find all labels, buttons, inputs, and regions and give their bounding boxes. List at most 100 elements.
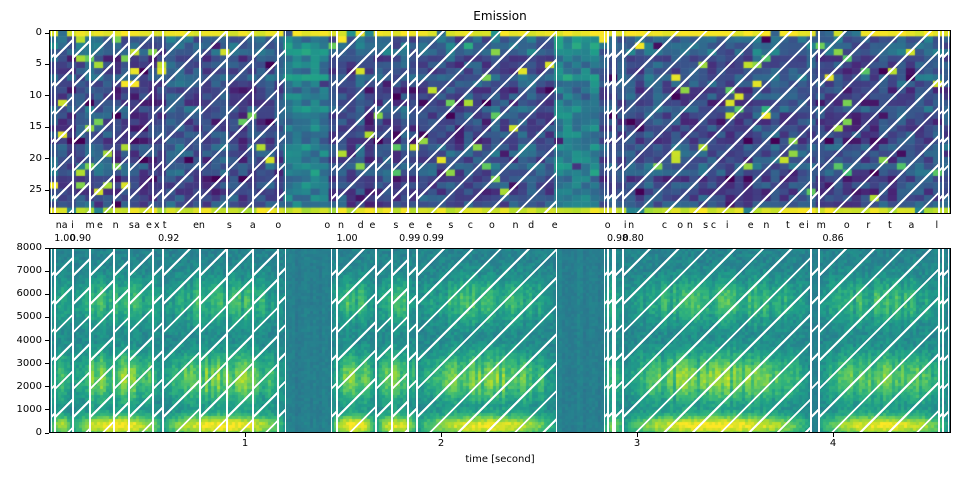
segment-span <box>942 248 949 433</box>
segment-span <box>392 248 408 433</box>
segment-span <box>811 248 820 433</box>
x-axis-label: time [second] <box>465 454 535 465</box>
segment-span <box>54 30 73 214</box>
segment-span <box>407 248 418 433</box>
word-score-label: 0.98 <box>606 233 629 244</box>
y-tick-label: 25 <box>29 184 42 195</box>
char-label: o <box>843 220 850 231</box>
x-tick-mark <box>244 433 246 437</box>
char-label: s <box>128 220 134 231</box>
segment-span <box>607 248 614 433</box>
segment-span <box>162 30 200 214</box>
segment-span <box>278 248 287 433</box>
char-label: m <box>816 220 826 231</box>
char-label: n <box>112 220 119 231</box>
char-label: a <box>134 220 141 231</box>
segment-span <box>376 248 392 433</box>
segment-span <box>417 248 557 433</box>
char-label: o <box>275 220 282 231</box>
y-tick-label: 2000 <box>16 380 42 392</box>
char-label: e <box>798 220 805 231</box>
segment-span <box>811 30 820 214</box>
segment-span <box>72 248 91 433</box>
char-label: a <box>61 220 68 231</box>
char-label: d <box>528 220 535 231</box>
char-label: n <box>686 220 693 231</box>
char-label: r <box>866 220 871 231</box>
y-tick-label: 8000 <box>16 242 42 253</box>
y-tick-label: 4000 <box>16 334 42 346</box>
segment-span <box>607 30 614 214</box>
word-score-label: 0.80 <box>622 233 644 244</box>
segment-span <box>392 30 408 214</box>
char-label: s <box>226 220 232 231</box>
y-tick-mark <box>45 409 49 411</box>
char-label: o <box>677 220 684 231</box>
spectrogram-segment-overlay <box>49 248 951 433</box>
char-label: x <box>153 220 160 231</box>
char-label: n <box>512 220 519 231</box>
char-label: o <box>489 220 495 231</box>
y-tick-label: 5 <box>35 58 42 70</box>
char-label: n <box>198 220 205 231</box>
y-tick-label: 0 <box>35 27 42 38</box>
segment-span <box>227 30 253 214</box>
segment-span <box>613 30 616 214</box>
segment-span <box>938 248 943 433</box>
segment-span <box>113 248 130 433</box>
char-label: c <box>710 220 717 231</box>
word-score-label: 1.00 <box>336 233 358 244</box>
char-label: e <box>747 220 754 231</box>
y-tick-mark <box>45 270 49 272</box>
segment-span <box>603 248 608 433</box>
chart-title: Emission <box>473 9 527 23</box>
y-tick-label: 15 <box>29 121 42 133</box>
x-tick-label: 2 <box>437 438 445 449</box>
y-tick-mark <box>45 189 49 191</box>
emission-segment-overlay <box>49 30 951 214</box>
char-label: o <box>324 220 331 231</box>
segment-span <box>819 248 939 433</box>
word-score-label: 0.99 <box>399 233 421 244</box>
x-tick-mark <box>440 433 442 437</box>
y-tick-label: 7000 <box>16 265 42 277</box>
char-label: i <box>71 220 74 231</box>
segment-span <box>152 30 163 214</box>
y-tick-mark <box>45 293 49 295</box>
char-label: n <box>338 220 345 231</box>
segment-span <box>252 30 279 214</box>
char-label: l <box>935 220 939 231</box>
char-label: e <box>551 220 558 231</box>
y-tick-mark <box>45 158 49 160</box>
char-label: o <box>604 220 611 231</box>
word-score-label: 0.86 <box>822 233 844 244</box>
char-label: t <box>786 220 790 231</box>
segment-span <box>113 30 130 214</box>
segment-span <box>129 30 153 214</box>
word-score-label: 1.00 <box>54 233 76 244</box>
segment-span <box>613 248 616 433</box>
char-label: e <box>408 220 415 231</box>
segment-span <box>337 30 377 214</box>
char-label: i <box>725 220 729 231</box>
segment-span <box>72 30 91 214</box>
segment-span <box>819 30 939 214</box>
emission-heatmap-plot <box>49 30 951 214</box>
char-label: n <box>763 220 770 231</box>
segment-span <box>942 30 949 214</box>
segment-span <box>938 30 943 214</box>
segment-span <box>278 30 287 214</box>
segment-span <box>129 248 153 433</box>
y-tick-label: 5000 <box>16 311 42 323</box>
segment-span <box>252 248 279 433</box>
segment-span <box>162 248 200 433</box>
char-label: c <box>467 220 474 231</box>
char-label: s <box>703 220 709 231</box>
segment-span <box>603 30 608 214</box>
char-label: e <box>193 220 199 231</box>
segment-span <box>152 248 163 433</box>
y-tick-mark <box>45 432 49 434</box>
char-label: e <box>369 220 376 231</box>
char-label: n <box>628 220 635 231</box>
